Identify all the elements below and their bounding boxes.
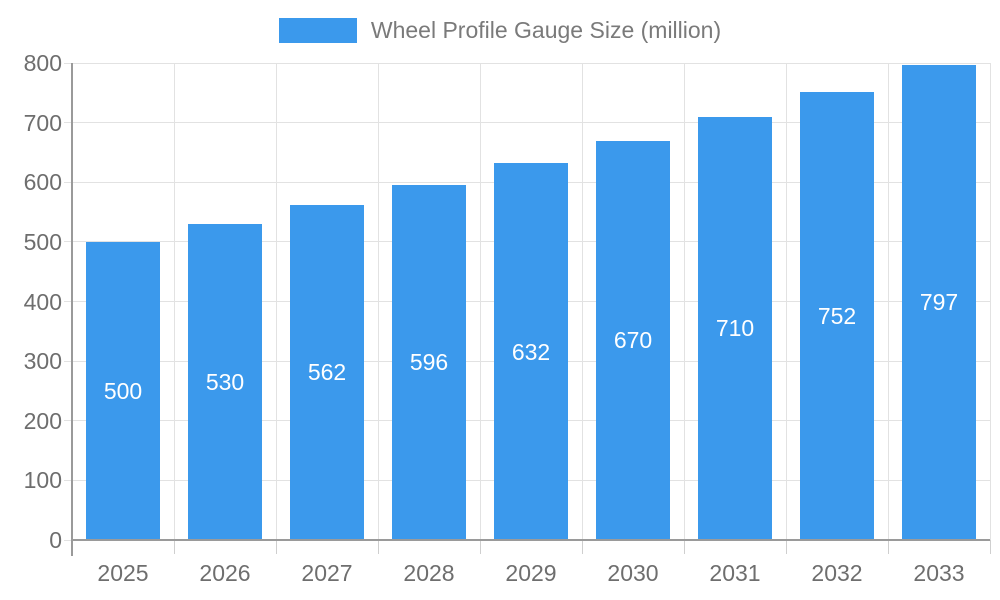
- gridline-vertical: [581, 63, 583, 540]
- bar[interactable]: [698, 116, 772, 540]
- x-axis-label: 2033: [913, 560, 965, 586]
- gridline-horizontal: [64, 122, 990, 124]
- gridline-vertical: [683, 63, 685, 540]
- x-axis-tick: [581, 540, 583, 554]
- y-axis-label: 200: [23, 407, 62, 434]
- legend[interactable]: Wheel Profile Gauge Size (million): [0, 17, 1000, 44]
- bar-value-label: 632: [511, 338, 551, 365]
- gridline-vertical: [377, 63, 379, 540]
- bar[interactable]: [86, 241, 160, 540]
- y-axis-label: 400: [23, 288, 62, 315]
- x-axis-tick: [377, 540, 379, 554]
- legend-label: Wheel Profile Gauge Size (million): [370, 17, 722, 43]
- bar-value-label: 797: [919, 289, 959, 316]
- x-axis-line: [72, 539, 990, 541]
- bar-value-label: 596: [409, 349, 449, 376]
- y-axis-label: 500: [23, 228, 62, 255]
- bar-value-label: 752: [817, 302, 857, 329]
- gridline-vertical: [785, 63, 787, 540]
- bar[interactable]: [800, 91, 874, 540]
- gridline-vertical: [479, 63, 481, 540]
- bar[interactable]: [188, 223, 262, 540]
- x-axis-label: 2025: [97, 560, 149, 586]
- y-axis-line: [71, 63, 73, 556]
- bar-value-label: 562: [307, 359, 347, 386]
- gridline-vertical: [887, 63, 889, 540]
- x-axis-tick: [785, 540, 787, 554]
- gridline-horizontal: [64, 62, 990, 64]
- x-axis-tick: [683, 540, 685, 554]
- x-axis-label: 2029: [505, 560, 557, 586]
- x-axis-label: 2027: [301, 560, 353, 586]
- y-axis-label: 700: [23, 109, 62, 136]
- x-axis-label: 2030: [607, 560, 659, 586]
- gridline-vertical: [173, 63, 175, 540]
- legend-swatch-icon: [278, 18, 357, 43]
- y-axis-label: 600: [23, 169, 62, 196]
- y-axis-label: 100: [23, 467, 62, 494]
- bar[interactable]: [596, 140, 670, 540]
- bar[interactable]: [494, 163, 568, 540]
- x-axis-label: 2028: [403, 560, 455, 586]
- x-axis-label: 2026: [199, 560, 251, 586]
- gridline-vertical: [275, 63, 277, 540]
- bar-value-label: 500: [103, 377, 143, 404]
- x-axis-label: 2031: [709, 560, 761, 586]
- x-axis-tick: [173, 540, 175, 554]
- x-axis-tick: [887, 540, 889, 554]
- bar-value-label: 710: [715, 315, 755, 342]
- bar-value-label: 670: [613, 327, 653, 354]
- bar[interactable]: [290, 204, 364, 540]
- bar[interactable]: [902, 64, 976, 540]
- y-axis-label: 300: [23, 348, 62, 375]
- gridline-vertical: [989, 63, 991, 540]
- x-axis-tick: [989, 540, 991, 554]
- bar[interactable]: [392, 184, 466, 540]
- x-axis-label: 2032: [811, 560, 863, 586]
- bar-value-label: 530: [205, 368, 245, 395]
- y-axis-label: 800: [23, 50, 62, 76]
- y-axis-label: 0: [49, 527, 62, 553]
- x-axis-tick: [275, 540, 277, 554]
- x-axis-tick: [479, 540, 481, 554]
